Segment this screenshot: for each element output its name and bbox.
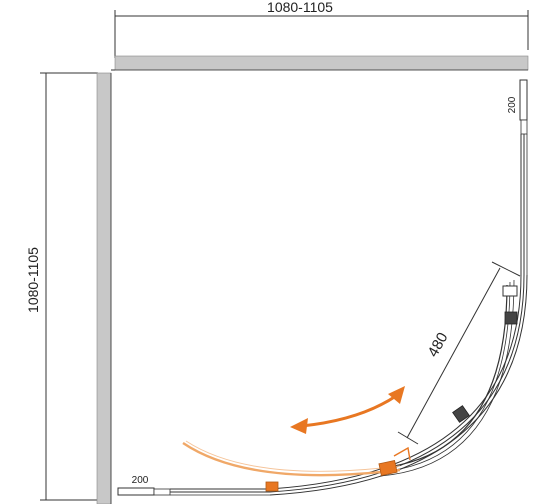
right-wall-profile xyxy=(519,79,528,121)
door-opening-label: 480 xyxy=(425,330,452,360)
swing-arrow-icon xyxy=(290,386,405,434)
right-fixed-panel: 200 xyxy=(507,79,528,275)
top-panel-offset-label: 200 xyxy=(507,96,518,113)
width-label: 1080-1105 xyxy=(267,0,333,15)
door-guide-mid xyxy=(452,405,470,423)
door-handle-top xyxy=(502,285,518,297)
door-fitting-right xyxy=(378,459,398,477)
width-dimension: 1080-1105 xyxy=(114,0,529,58)
sliding-door xyxy=(379,284,518,469)
bottom-panel-offset-label: 200 xyxy=(132,475,149,486)
door-fitting-bottom xyxy=(265,481,279,492)
bottom-fixed-panel: 200 xyxy=(117,475,270,496)
left-wall xyxy=(96,72,112,504)
height-label: 1080-1105 xyxy=(25,247,41,313)
curved-glass-track xyxy=(269,274,528,496)
bottom-wall-profile xyxy=(117,487,155,496)
open-door-position xyxy=(182,440,411,492)
height-dimension: 1080-1105 xyxy=(25,72,98,501)
top-wall xyxy=(114,55,529,71)
door-guide-right xyxy=(504,311,518,325)
